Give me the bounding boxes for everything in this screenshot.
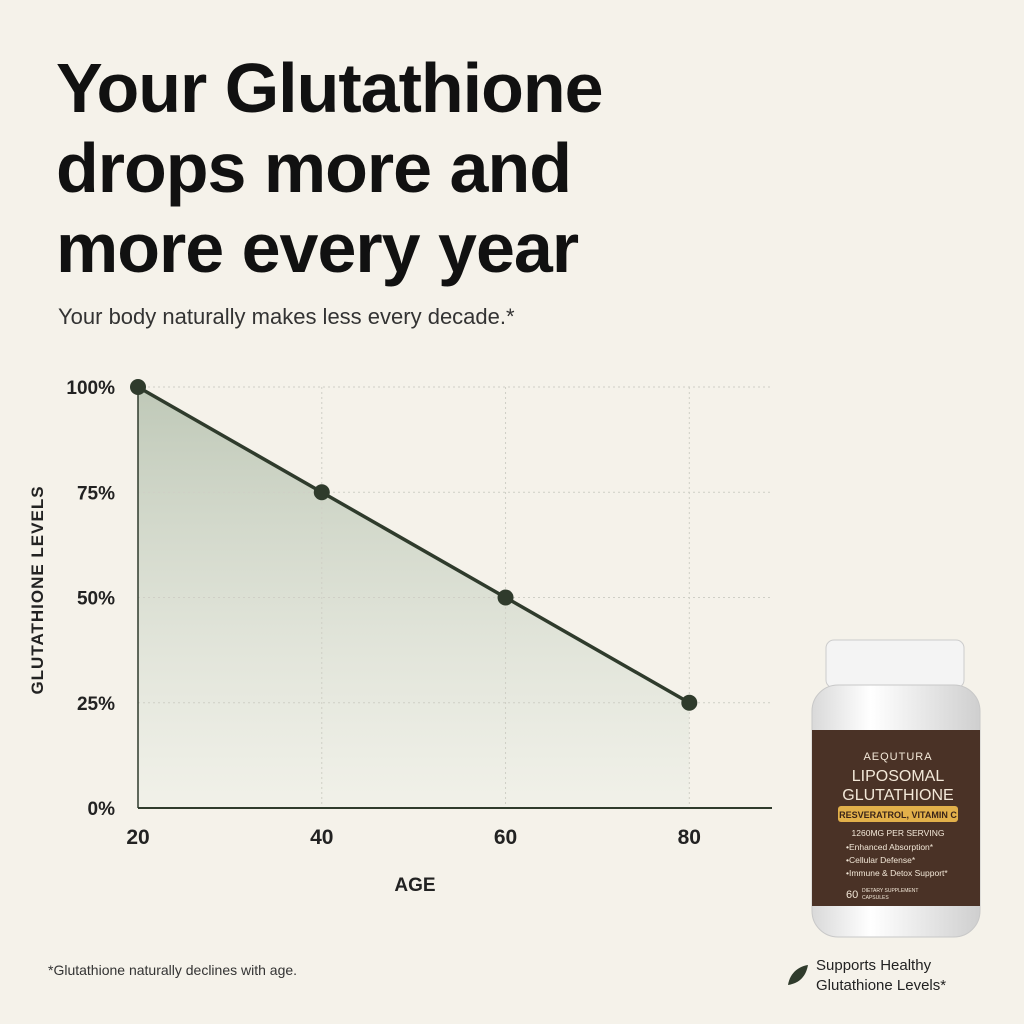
x-axis-label: AGE xyxy=(394,875,435,896)
y-tick-label: 25% xyxy=(77,694,115,715)
title-line: more every year xyxy=(56,209,579,287)
brand: AEQUTURA xyxy=(863,751,932,763)
product-with: RESVERATROL, VITAMIN C xyxy=(839,810,957,820)
caption: Supports Healthy xyxy=(816,957,932,974)
x-tick-label: 20 xyxy=(126,826,149,849)
capsule-count: 60 xyxy=(846,889,858,901)
subtitle-band xyxy=(838,806,958,822)
subtitle: Your body naturally makes less every dec… xyxy=(58,304,515,329)
product-name: LIPOSOMAL xyxy=(852,768,945,785)
title-line: drops more and xyxy=(56,129,571,207)
point xyxy=(313,484,330,501)
y-tick-label: 75% xyxy=(77,483,115,504)
y-tick-label: 100% xyxy=(66,378,115,399)
title-line: Your Glutathione xyxy=(56,49,603,127)
x-tick-label: 40 xyxy=(310,826,333,849)
leaf-icon xyxy=(788,965,808,985)
plot: 0% 25% 50% 75% 100% 20 40 60 80 xyxy=(66,378,772,849)
footnote: *Glutathione naturally declines with age… xyxy=(48,962,297,978)
capsule-text: DIETARY SUPPLEMENT xyxy=(862,888,918,894)
benefit: •Cellular Defense* xyxy=(846,855,916,865)
line xyxy=(137,385,691,705)
point xyxy=(681,694,698,711)
benefit: •Immune & Detox Support* xyxy=(846,868,948,878)
serving: 1260MG PER SERVING xyxy=(852,828,945,838)
x-tick-label: 80 xyxy=(678,826,701,849)
y-axis-label: GLUTATHIONE LEVELS xyxy=(28,485,47,694)
benefit: •Enhanced Absorption* xyxy=(846,842,934,852)
product-bottle: AEQUTURA LIPOSOMAL GLUTATHIONE RESVERATR… xyxy=(811,639,981,938)
capsule-text: CAPSULES xyxy=(862,895,889,901)
x-tick-label: 60 xyxy=(494,826,517,849)
point xyxy=(130,379,146,395)
caption: Glutathione Levels* xyxy=(816,977,946,994)
point xyxy=(497,589,514,606)
y-tick-label: 0% xyxy=(88,799,116,820)
y-tick-label: 50% xyxy=(77,589,115,610)
product-name: GLUTATHIONE xyxy=(842,787,953,804)
bottle-cap xyxy=(825,639,965,689)
